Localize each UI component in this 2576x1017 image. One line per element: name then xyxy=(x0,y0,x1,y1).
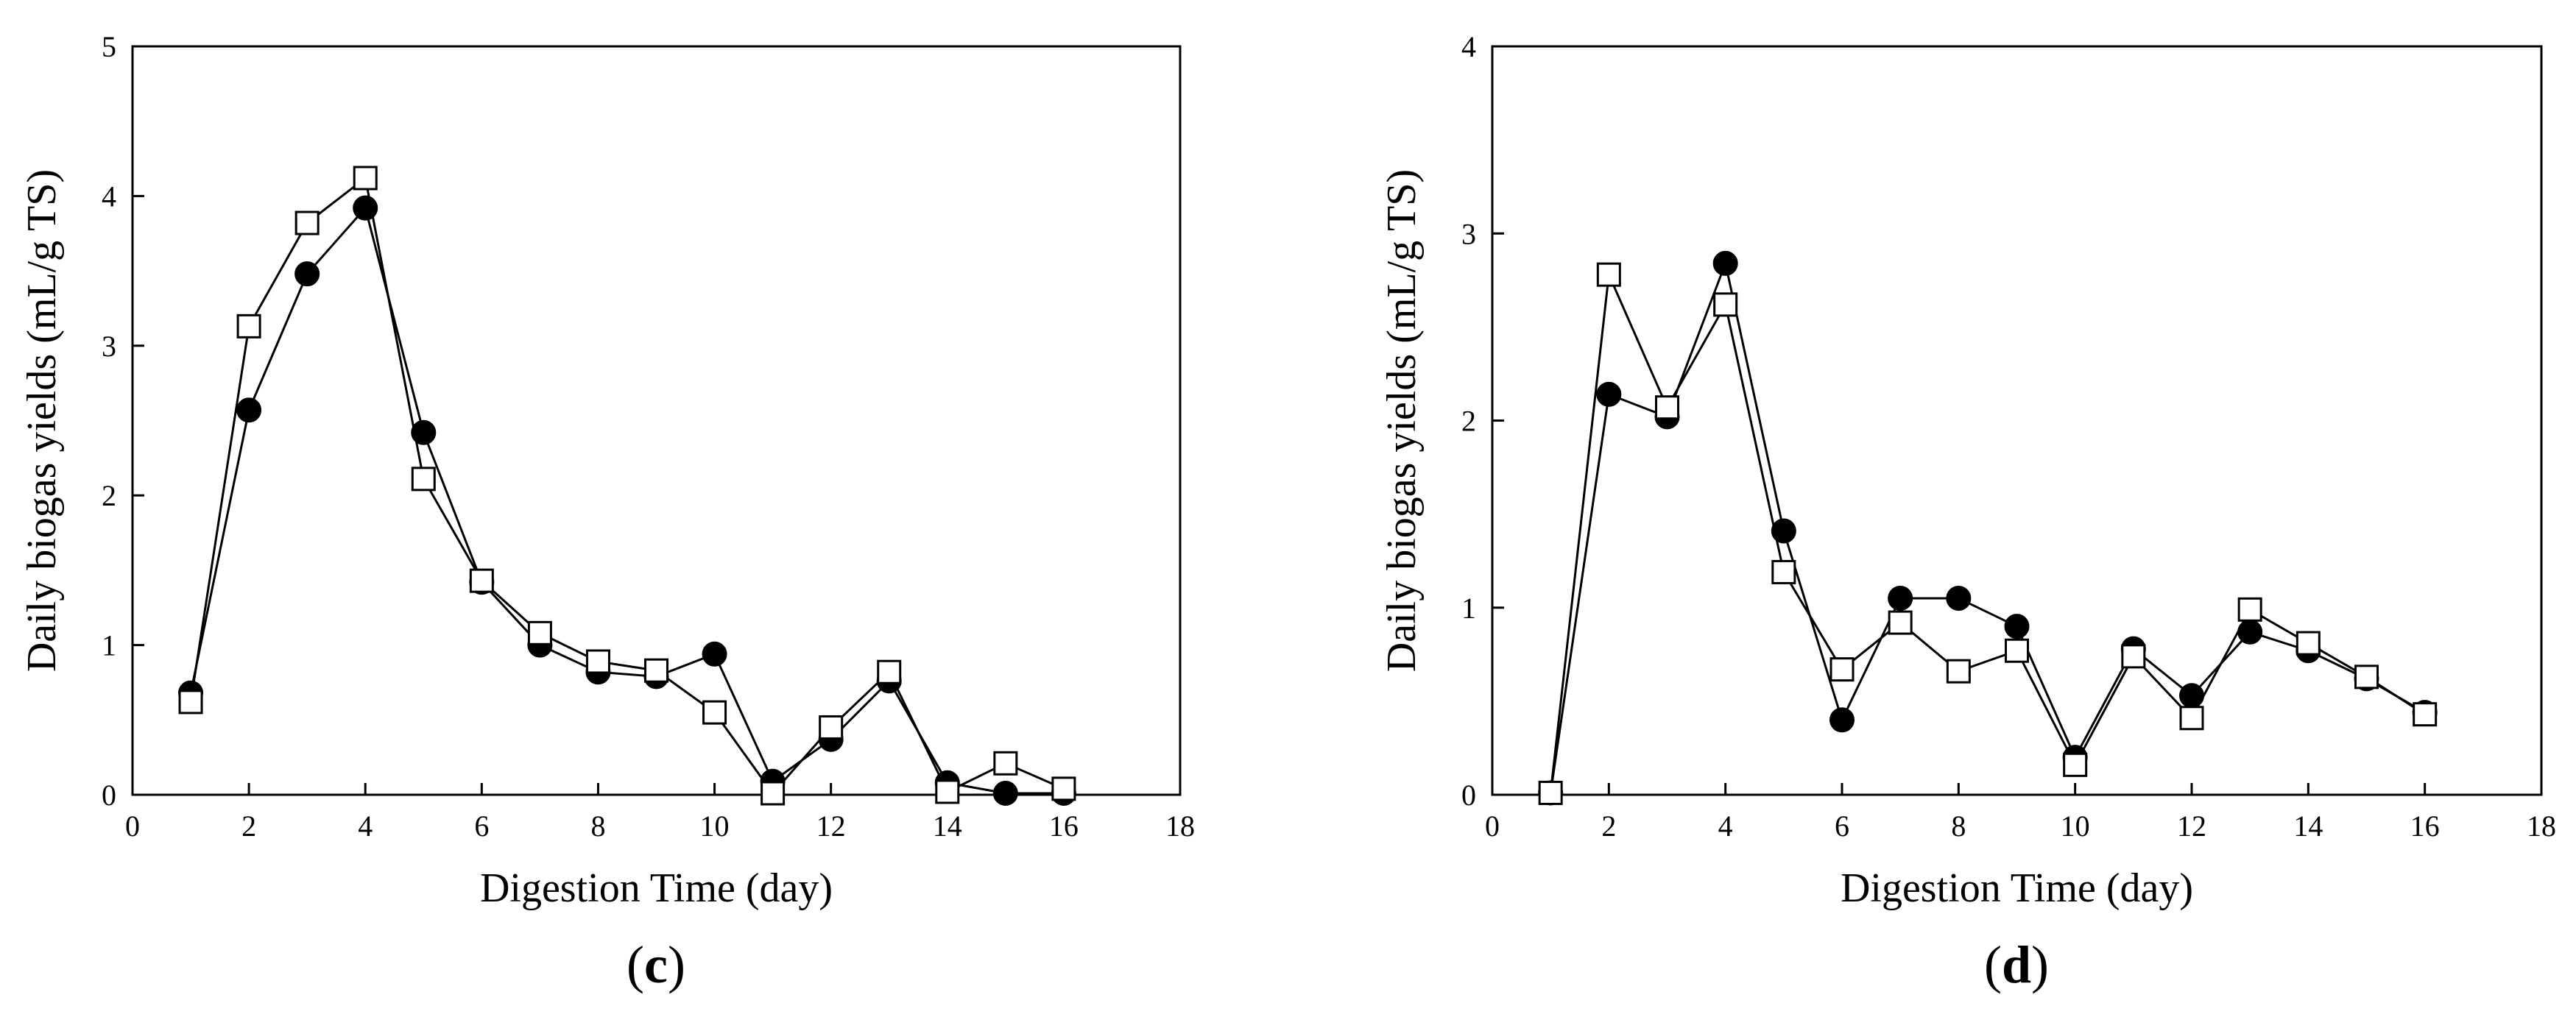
data-point-square xyxy=(1655,395,1679,420)
data-point-square xyxy=(1596,262,1621,287)
data-point-square xyxy=(1538,780,1563,805)
data-point-square xyxy=(2063,752,2088,777)
x-tick-label: 8 xyxy=(1951,809,1966,843)
x-tick-label: 6 xyxy=(1835,809,1849,843)
data-point-square xyxy=(2413,702,2438,727)
y-axis-label: Daily biogas yields (mL/g TS) xyxy=(19,169,65,672)
data-point-square xyxy=(819,715,844,740)
x-tick-label: 18 xyxy=(1165,809,1195,843)
x-axis-label: Digestion Time (day) xyxy=(480,865,833,911)
data-point-circle xyxy=(411,419,437,445)
data-point-square xyxy=(1771,559,1796,584)
data-point-square xyxy=(585,649,610,674)
x-axis-label: Digestion Time (day) xyxy=(1841,865,2193,911)
data-point-square xyxy=(236,313,261,339)
data-point-square xyxy=(2296,631,2321,656)
data-point-circle xyxy=(1946,586,1972,612)
series-line-0 xyxy=(1549,259,2426,793)
data-point-circle xyxy=(1712,250,1738,276)
data-point-square xyxy=(993,751,1018,776)
x-tick-label: 18 xyxy=(2527,809,2556,843)
panel-label: (c) xyxy=(627,935,685,994)
plot-frame xyxy=(131,45,1182,796)
data-point-square xyxy=(2237,597,2262,622)
panel-label-open: ( xyxy=(627,935,644,994)
x-tick-label: 4 xyxy=(358,809,373,843)
x-tick-label: 2 xyxy=(241,809,256,843)
series-line-0 xyxy=(189,205,1064,795)
data-point-circle xyxy=(294,261,320,287)
y-tick-label: 1 xyxy=(102,629,116,662)
x-tick-label: 0 xyxy=(125,809,140,843)
panel-label-close: ) xyxy=(668,935,685,994)
y-axis-label: Daily biogas yields (mL/g TS) xyxy=(1379,169,1425,672)
data-point-circle xyxy=(1829,707,1855,733)
panel-label-letter: c xyxy=(644,935,668,994)
x-tick-label: 12 xyxy=(816,809,846,843)
data-point-square xyxy=(411,467,436,492)
x-tick-label: 10 xyxy=(2061,809,2090,843)
data-point-square xyxy=(178,690,203,715)
y-tick-label: 0 xyxy=(102,779,116,812)
data-point-square xyxy=(702,700,727,725)
x-tick-label: 12 xyxy=(2177,809,2206,843)
y-tick-label: 4 xyxy=(1461,30,1476,63)
x-tick-label: 8 xyxy=(590,809,605,843)
data-point-circle xyxy=(353,195,378,221)
plot-frame xyxy=(1491,45,2543,796)
series-line-1 xyxy=(1549,270,2426,793)
data-point-circle xyxy=(2004,614,2030,639)
x-tick-label: 16 xyxy=(1049,809,1079,843)
data-point-square xyxy=(1713,292,1738,317)
data-point-circle xyxy=(702,641,727,667)
x-tick-label: 14 xyxy=(2293,809,2323,843)
data-point-square xyxy=(2354,665,2379,690)
data-point-square xyxy=(469,568,494,593)
data-point-square xyxy=(353,166,378,191)
series-line-1 xyxy=(189,176,1065,795)
data-point-circle xyxy=(1771,518,1796,544)
x-tick-label: 4 xyxy=(1718,809,1733,843)
panel-label-open: ( xyxy=(1984,935,2002,994)
data-point-circle xyxy=(992,780,1018,806)
x-tick-label: 2 xyxy=(1601,809,1616,843)
data-point-square xyxy=(527,620,552,645)
y-tick-label: 2 xyxy=(102,479,116,512)
x-tick-label: 10 xyxy=(700,809,730,843)
x-tick-label: 6 xyxy=(474,809,489,843)
y-tick-label: 1 xyxy=(1461,592,1476,625)
data-point-square xyxy=(1051,776,1076,801)
y-tick-label: 5 xyxy=(102,30,116,63)
data-point-square xyxy=(761,781,786,806)
y-tick-label: 3 xyxy=(1461,217,1476,250)
data-point-square xyxy=(1946,659,1971,684)
panel-label-close: ) xyxy=(2031,935,2049,994)
data-point-square xyxy=(1888,610,1913,635)
data-point-circle xyxy=(1888,586,1913,612)
panel-label-letter: d xyxy=(2002,935,2031,994)
data-point-circle xyxy=(2237,619,2263,645)
data-point-square xyxy=(1829,657,1855,682)
x-tick-label: 14 xyxy=(933,809,962,843)
x-tick-label: 0 xyxy=(1485,809,1500,843)
y-tick-label: 4 xyxy=(102,180,116,213)
data-point-square xyxy=(2121,644,2146,669)
x-tick-label: 16 xyxy=(2410,809,2440,843)
data-point-circle xyxy=(1596,381,1622,407)
data-point-circle xyxy=(2179,683,2204,709)
data-point-square xyxy=(2005,638,2029,663)
y-tick-label: 0 xyxy=(1461,779,1476,812)
data-point-square xyxy=(294,210,320,235)
panel-label: (d) xyxy=(1984,935,2049,994)
y-tick-label: 2 xyxy=(1461,405,1476,438)
data-point-square xyxy=(644,658,668,683)
data-point-square xyxy=(2179,706,2204,731)
data-point-circle xyxy=(236,397,262,423)
data-point-square xyxy=(877,659,902,684)
y-tick-label: 3 xyxy=(102,330,116,363)
data-point-square xyxy=(935,779,960,804)
